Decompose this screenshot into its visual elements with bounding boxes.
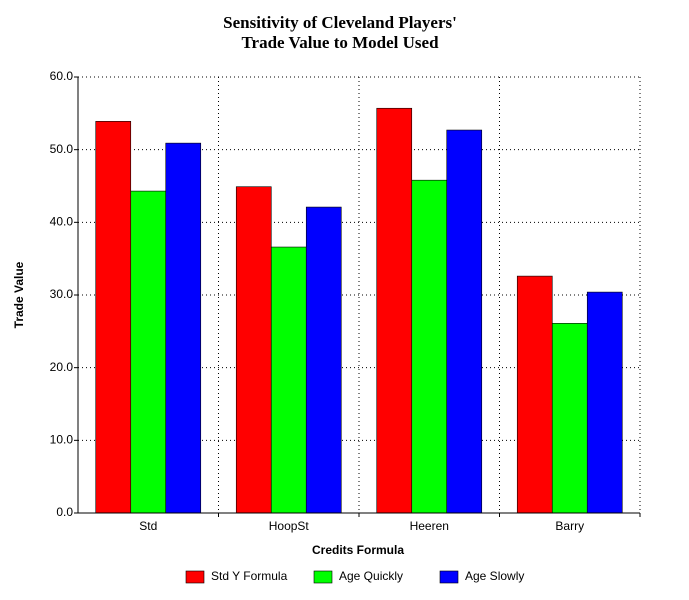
bar	[376, 107, 413, 514]
x-tick-label: Heeren	[410, 519, 449, 533]
bar	[411, 179, 448, 514]
x-tick-label: Std	[139, 519, 157, 533]
bar	[586, 291, 623, 514]
bar	[305, 206, 342, 514]
bar	[551, 323, 588, 514]
y-tick-label: 10.0	[50, 433, 74, 447]
bar	[446, 129, 483, 514]
legend-label: Age Slowly	[465, 569, 524, 583]
x-tick-label: HoopSt	[269, 519, 310, 533]
bar	[130, 190, 167, 514]
y-axis-title: Trade Value	[12, 261, 26, 328]
y-tick-label: 40.0	[50, 215, 74, 229]
legend-label: Age Quickly	[339, 569, 403, 583]
y-tick-label: 30.0	[50, 287, 74, 301]
x-axis-title: Credits Formula	[312, 543, 404, 557]
chart-title: Sensitivity of Cleveland Players'	[223, 13, 457, 32]
legend-marker	[185, 570, 205, 584]
bar	[235, 186, 272, 514]
legend-marker	[439, 570, 459, 584]
x-tick-label: Barry	[555, 519, 584, 533]
bar	[165, 142, 202, 514]
y-tick-label: 60.0	[50, 69, 74, 83]
legend-label: Std Y Formula	[211, 569, 288, 583]
bar	[516, 275, 553, 514]
bar	[95, 121, 132, 514]
chart-title: Trade Value to Model Used	[241, 33, 439, 52]
y-tick-label: 50.0	[50, 142, 74, 156]
y-tick-label: 20.0	[50, 360, 74, 374]
legend-marker	[313, 570, 333, 584]
y-tick-label: 0.0	[56, 505, 73, 519]
bar	[270, 246, 307, 514]
